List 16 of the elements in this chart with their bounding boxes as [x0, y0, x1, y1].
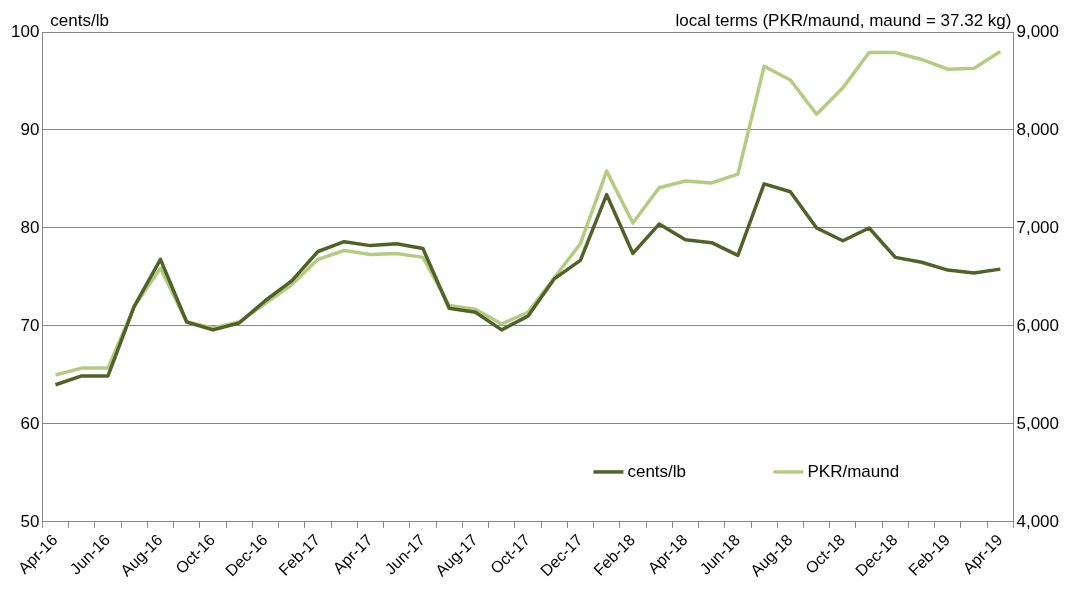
y-tick-label: 90 — [20, 119, 40, 139]
y2-tick-label: 8,000 — [1016, 119, 1060, 139]
y2-tick-label: 4,000 — [1016, 511, 1060, 531]
legend-label: PKR/maund — [807, 461, 900, 481]
y2-tick-label: 9,000 — [1016, 21, 1060, 41]
y-tick-label: 60 — [20, 413, 40, 433]
y-tick-label: 50 — [20, 511, 40, 531]
y-axis-title: cents/lb — [50, 11, 109, 31]
y2-axis-title: local terms (PKR/maund, maund = 37.32 kg) — [675, 11, 1012, 31]
legend-label: cents/lb — [627, 461, 687, 481]
y2-tick-label: 6,000 — [1016, 315, 1060, 335]
y-tick-label: 80 — [20, 217, 40, 237]
y2-tick-label: 7,000 — [1016, 217, 1060, 237]
y-tick-label: 100 — [10, 21, 40, 41]
y2-tick-label: 5,000 — [1016, 413, 1060, 433]
y-tick-label: 70 — [20, 315, 40, 335]
